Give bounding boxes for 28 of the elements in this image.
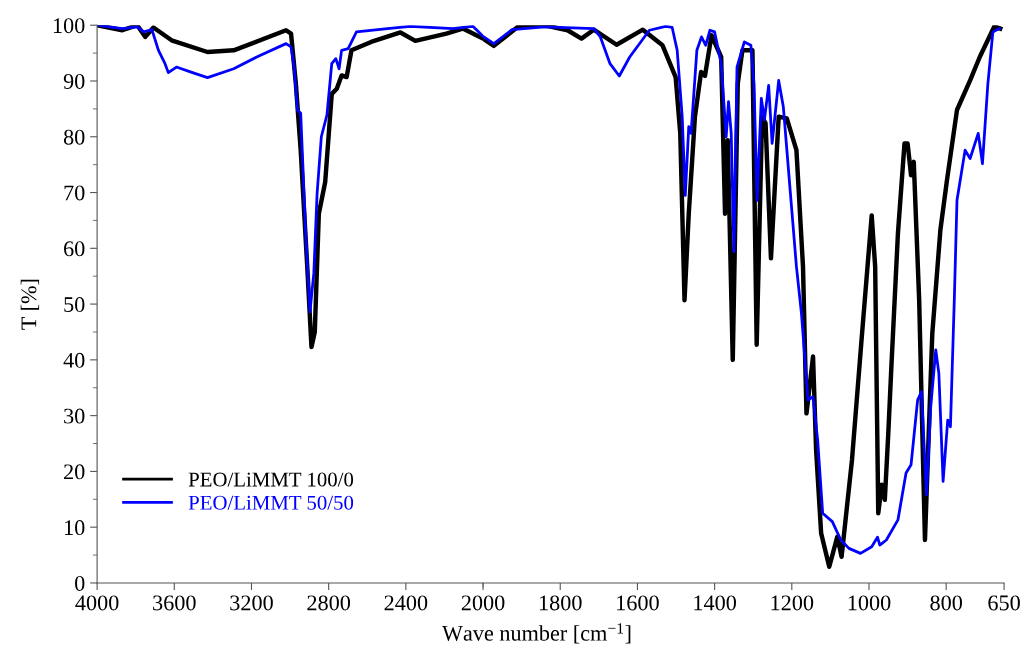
x-tick-label: 2400 <box>384 595 428 611</box>
x-tick-label: 800 <box>930 595 962 611</box>
legend-label: PEO/LiMMT 50/50 <box>188 495 354 510</box>
x-tick-label: 1600 <box>617 595 659 611</box>
x-tick-label: 1200 <box>771 595 814 611</box>
y-tick-label: 0 <box>75 575 85 591</box>
y-tick-label: 100 <box>53 18 85 34</box>
y-tick-label: 60 <box>64 241 85 257</box>
y-tick-label: 70 <box>64 185 85 201</box>
y-tick-label: 20 <box>64 464 85 480</box>
x-tick-label: 2800 <box>307 595 351 611</box>
x-tick-label: 2000 <box>461 595 505 611</box>
y-tick-label: 40 <box>63 352 85 368</box>
y-tick-label: 30 <box>64 408 85 424</box>
legend-label: PEO/LiMMT 100/0 <box>188 472 354 487</box>
x-tick-label: 1000 <box>848 595 891 611</box>
y-tick-label: 50 <box>64 297 85 313</box>
y-tick-label: 80 <box>63 129 85 145</box>
x-tick-label: 1800 <box>539 595 582 611</box>
x-axis-title: Wave number [cm$^{−1}$] <box>442 623 631 644</box>
y-tick-label: 90 <box>63 73 85 89</box>
x-tick-label: 650 <box>988 595 1020 611</box>
y-axis-title: T [%] <box>20 279 40 330</box>
x-tick-label: 3600 <box>153 595 196 611</box>
x-tick-label: 1400 <box>694 595 736 611</box>
x-tick-label: 3200 <box>230 595 273 611</box>
x-tick-label: 4000 <box>75 595 119 611</box>
y-tick-label: 10 <box>65 520 85 536</box>
